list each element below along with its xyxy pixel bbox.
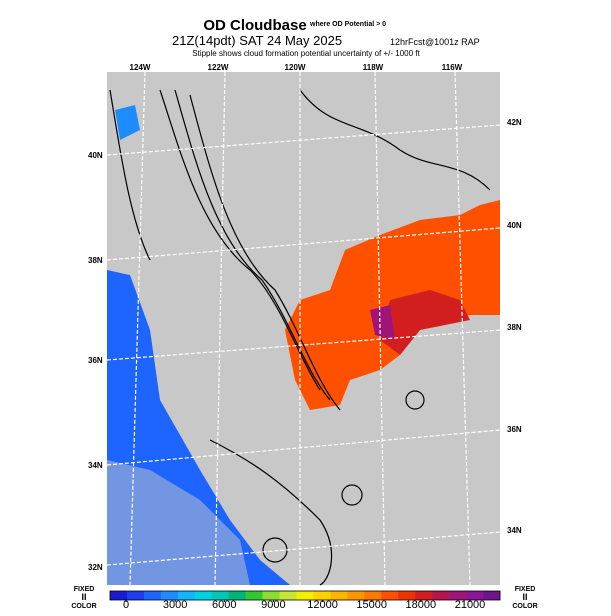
colorbar-label: 18000 bbox=[406, 599, 437, 611]
colorbar-swatch bbox=[330, 591, 348, 600]
colorbar-swatch bbox=[449, 591, 467, 600]
lon-label: 122W bbox=[208, 63, 229, 72]
colorbar-swatch bbox=[160, 591, 179, 600]
colorbar-swatch bbox=[483, 591, 501, 600]
fixed-label: II bbox=[81, 592, 86, 602]
colorbar-swatch bbox=[296, 591, 314, 600]
colorbar-swatch bbox=[228, 591, 246, 600]
lat-label: 34N bbox=[507, 526, 522, 535]
colorbar-label: 15000 bbox=[356, 599, 387, 611]
lon-label: 124W bbox=[130, 63, 151, 72]
colorbar-swatch bbox=[110, 591, 128, 600]
time: 21Z(14pdt) SAT 24 May 2025 bbox=[172, 33, 342, 48]
stipple bbox=[107, 460, 250, 585]
colorbar-swatch bbox=[177, 591, 196, 600]
forecast: 12hrFcst@1001z RAP bbox=[390, 37, 480, 47]
ocean-patch bbox=[115, 105, 140, 140]
fixed-label: FIXED bbox=[515, 586, 536, 593]
map bbox=[106, 71, 501, 586]
colorbar-swatch bbox=[279, 591, 297, 600]
colorbar-swatch bbox=[143, 591, 162, 600]
fixed-label: COLOR bbox=[512, 603, 537, 610]
colorbar-label: 12000 bbox=[307, 599, 338, 611]
colorbar-swatch bbox=[194, 591, 213, 600]
colorbar-swatch bbox=[466, 591, 484, 600]
lat-label: 32N bbox=[88, 563, 103, 572]
potential-core bbox=[380, 290, 470, 355]
colorbar-swatch bbox=[398, 591, 416, 600]
fixed-label: II bbox=[522, 592, 527, 602]
subtitle: Stipple shows cloud formation potential … bbox=[192, 49, 420, 58]
lat-label: 34N bbox=[88, 461, 103, 470]
graticule bbox=[106, 71, 501, 586]
colorbar-swatch bbox=[245, 591, 263, 600]
lat-label: 40N bbox=[507, 221, 522, 230]
colorbar-swatch bbox=[262, 591, 280, 600]
lat-label: 36N bbox=[88, 356, 103, 365]
colorbar-label: 6000 bbox=[212, 599, 236, 611]
colorbar-label: 3000 bbox=[163, 599, 187, 611]
lat-label: 42N bbox=[507, 118, 522, 127]
colorbar-label: 0 bbox=[123, 599, 129, 611]
colorbar-swatch bbox=[364, 591, 382, 600]
lat-label: 38N bbox=[507, 323, 522, 332]
title-note: where OD Potential > 0 bbox=[309, 21, 386, 28]
lon-label: 118W bbox=[363, 63, 384, 72]
lon-label: 120W bbox=[285, 63, 306, 72]
title: OD Cloudbase bbox=[203, 17, 306, 34]
colorbar-swatch bbox=[211, 591, 229, 600]
colorbar-frame bbox=[109, 590, 501, 601]
lat-label: 36N bbox=[507, 425, 522, 434]
colorbar-swatch bbox=[381, 591, 399, 600]
contours bbox=[109, 89, 491, 586]
lat-label: 38N bbox=[88, 256, 103, 265]
colorbar-swatch bbox=[415, 591, 433, 600]
colorbar-swatch bbox=[126, 591, 145, 600]
colorbar-swatch bbox=[432, 591, 450, 600]
potential-peak bbox=[370, 305, 395, 340]
lat-label: 40N bbox=[88, 151, 103, 160]
fixed-label: COLOR bbox=[71, 603, 96, 610]
colorbar-swatch bbox=[313, 591, 331, 600]
colorbar-swatch bbox=[347, 591, 365, 600]
fixed-label: FIXED bbox=[74, 586, 95, 593]
lon-label: 116W bbox=[442, 63, 463, 72]
colorbar-label: 21000 bbox=[455, 599, 486, 611]
colorbar-label: 9000 bbox=[261, 599, 285, 611]
